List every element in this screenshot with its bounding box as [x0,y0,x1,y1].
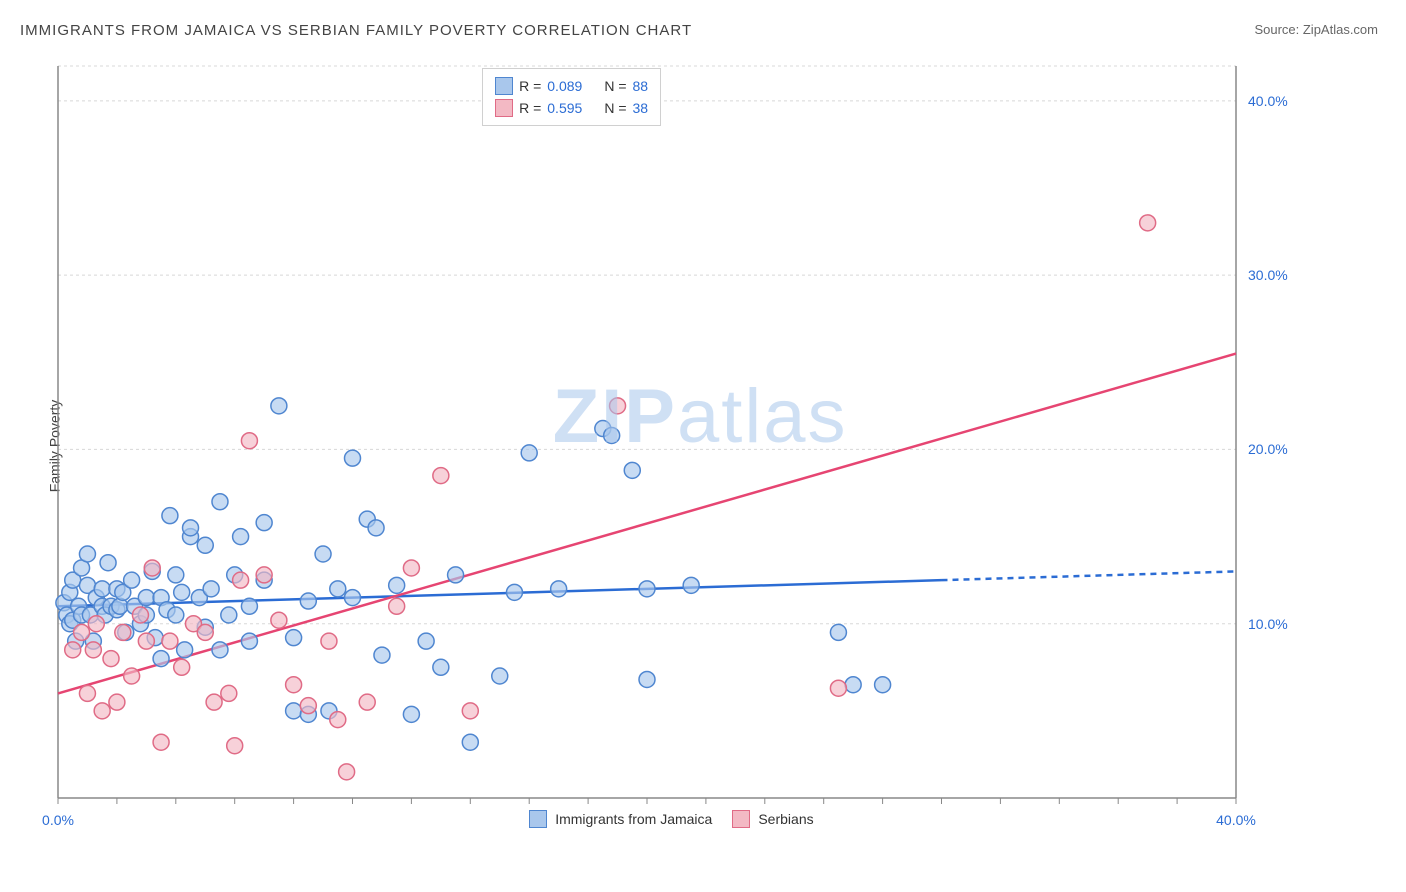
chart-area: 10.0%20.0%30.0%40.0% 0.0%40.0% R = 0.089… [52,58,1296,828]
y-tick-label: 20.0% [1248,441,1288,457]
legend-r-label: R = [519,100,541,116]
legend-swatch [732,810,750,828]
source-attribution: Source: ZipAtlas.com [1254,22,1378,37]
legend-series-item: Serbians [732,810,813,828]
scatter-chart [52,58,1296,828]
legend-swatch [495,99,513,117]
legend-n-value: 38 [633,100,649,116]
x-tick-label: 0.0% [42,812,74,828]
y-tick-label: 30.0% [1248,267,1288,283]
legend-series-label: Immigrants from Jamaica [555,811,712,827]
source-link[interactable]: ZipAtlas.com [1303,22,1378,37]
y-tick-label: 10.0% [1248,616,1288,632]
y-tick-label: 40.0% [1248,93,1288,109]
correlation-legend: R = 0.089 N = 88 R = 0.595 N = 38 [482,68,661,126]
legend-swatch [495,77,513,95]
legend-r-value: 0.595 [547,100,582,116]
legend-swatch [529,810,547,828]
series-legend: Immigrants from Jamaica Serbians [529,810,813,828]
legend-n-label: N = [604,78,626,94]
legend-series-label: Serbians [758,811,813,827]
legend-r-label: R = [519,78,541,94]
chart-title: IMMIGRANTS FROM JAMAICA VS SERBIAN FAMIL… [20,22,692,39]
legend-correlation-row: R = 0.089 N = 88 [495,75,648,97]
x-tick-label: 40.0% [1216,812,1256,828]
source-prefix: Source: [1254,22,1302,37]
legend-r-value: 0.089 [547,78,582,94]
legend-correlation-row: R = 0.595 N = 38 [495,97,648,119]
legend-series-item: Immigrants from Jamaica [529,810,712,828]
legend-n-value: 88 [633,78,649,94]
legend-n-label: N = [604,100,626,116]
